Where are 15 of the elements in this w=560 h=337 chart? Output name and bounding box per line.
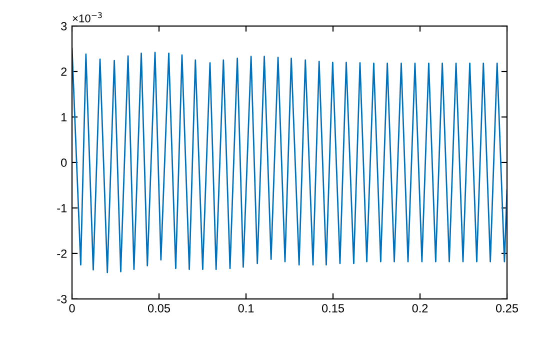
line-series bbox=[72, 48, 508, 274]
y-tick-label: 0 bbox=[61, 158, 67, 167]
y-tick-label: 2 bbox=[61, 68, 67, 76]
x-tick-label: 0.25 bbox=[496, 304, 518, 312]
y-tick-label: 1 bbox=[61, 113, 67, 122]
x-tick-label: 0.15 bbox=[322, 304, 344, 312]
y-tick-label: 3 bbox=[61, 22, 67, 30]
text: ×10$^{−3}$ bbox=[72, 12, 102, 22]
y-tick-label: -1 bbox=[57, 204, 67, 212]
y-tick-label: -2 bbox=[57, 249, 67, 258]
y-tick-label: -3 bbox=[57, 294, 67, 304]
x-tick-label: 0.1 bbox=[238, 304, 254, 312]
x-tick-label: 0 bbox=[69, 304, 75, 312]
x-tick-label: 0.2 bbox=[412, 304, 428, 312]
x-tick-label: 0.05 bbox=[148, 304, 170, 312]
